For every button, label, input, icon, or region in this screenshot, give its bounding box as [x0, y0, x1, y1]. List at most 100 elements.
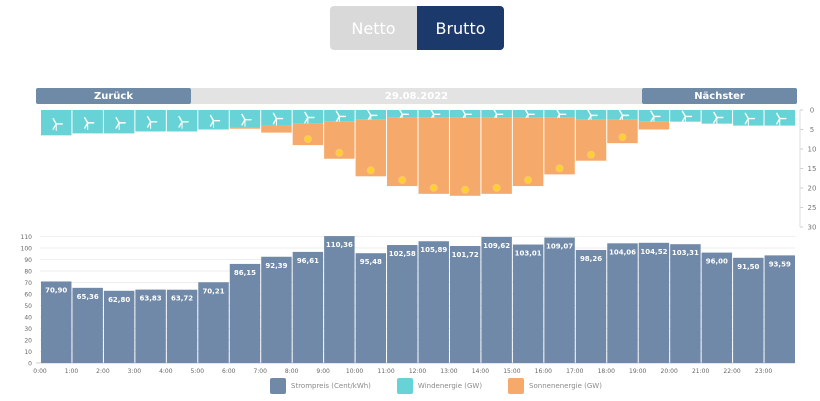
price-y-tick-label: 30 [24, 326, 32, 333]
price-y-tick-label: 50 [24, 303, 32, 310]
x-tick-label: 6:00 [222, 368, 236, 375]
price-value-label: 70,21 [202, 287, 224, 295]
sun-bar [481, 117, 512, 194]
energy-y-tick-label: 25 [808, 204, 817, 212]
price-value-label: 109,62 [483, 242, 510, 250]
price-value-label: 70,90 [45, 286, 67, 294]
turbine-blade [713, 116, 718, 124]
x-tick-label: 3:00 [128, 368, 142, 375]
x-tick-label: 10:00 [346, 368, 363, 375]
sun-bar [387, 117, 418, 187]
price-y-tick-label: 70 [24, 280, 32, 287]
price-value-label: 105,89 [420, 246, 447, 254]
price-bar [292, 251, 324, 363]
x-tick-label: 14:00 [472, 368, 489, 375]
price-value-label: 101,72 [452, 251, 479, 259]
turbine-blade [209, 114, 215, 122]
legend-label-price: Strompreis (Cent/kWh) [291, 382, 371, 390]
sun-bar [638, 121, 670, 130]
brutto-button[interactable]: Brutto [417, 6, 504, 50]
price-y-tick-label: 90 [24, 257, 32, 264]
turbine-blade [650, 110, 655, 118]
turbine-blade [304, 111, 309, 119]
price-bar [638, 242, 670, 363]
price-value-label: 104,52 [640, 248, 667, 256]
turbine-blade [618, 114, 624, 122]
turbine-blade [650, 115, 655, 123]
turbine-blade [776, 112, 781, 120]
price-y-tick-label: 80 [24, 269, 32, 276]
price-bar [607, 243, 638, 363]
price-bar [229, 263, 261, 363]
turbine-blade [241, 118, 246, 126]
wind-turbine-icon [744, 112, 756, 126]
price-value-label: 104,06 [609, 248, 636, 256]
wind-turbine-icon [115, 116, 126, 130]
turbine-blade [304, 116, 309, 124]
turbine-blade [492, 108, 498, 115]
turbine-blade [146, 121, 152, 128]
turbine-blade [461, 108, 466, 115]
price-bar [733, 257, 764, 363]
x-tick-label: 15:00 [503, 368, 520, 375]
turbine-blade [367, 114, 372, 122]
next-day-button[interactable]: Nächster [642, 88, 797, 104]
turbine-blade [335, 110, 341, 118]
turbine-blade [83, 116, 89, 124]
price-value-label: 65,36 [77, 293, 99, 301]
wind-turbine-icon [713, 111, 724, 125]
energy-y-tick-label: 0 [810, 107, 814, 115]
x-tick-label: 17:00 [566, 368, 583, 375]
turbine-blade [146, 115, 152, 123]
price-bar [481, 236, 512, 363]
wind-turbine-icon [367, 109, 378, 123]
turbine-blade [272, 112, 278, 120]
sun-icon [431, 185, 437, 191]
sun-bar [512, 117, 544, 187]
turbine-blade [587, 109, 592, 117]
legend-swatch-sun [508, 378, 525, 394]
price-bar [355, 253, 387, 363]
price-chart: 0 10 20 30 40 50 60 70 80 90 100 110 70,90 0:00 65,36 1… [21, 234, 795, 375]
x-tick-label: 7:00 [253, 368, 267, 375]
price-value-label: 110,36 [326, 241, 353, 249]
price-y-tick-label: 0 [28, 361, 32, 368]
sun-icon [620, 134, 625, 140]
legend-label-sun: Sonnenenergie (GW) [529, 382, 602, 390]
energy-y-tick-label: 10 [808, 146, 817, 154]
turbine-blade [744, 112, 750, 120]
price-y-tick-label: 110 [21, 234, 33, 241]
turbine-blade [681, 110, 687, 118]
turbine-blade [555, 108, 561, 115]
price-value-label: 103,01 [515, 250, 542, 258]
price-bar [449, 246, 481, 363]
energy-y-tick-label: 30 [808, 224, 817, 232]
x-tick-label: 16:00 [535, 368, 552, 375]
price-bar [198, 282, 229, 363]
turbine-blade [52, 118, 57, 125]
wind-turbine-icon [776, 112, 787, 126]
netto-button[interactable]: Netto [330, 6, 417, 50]
wind-turbine-icon [241, 113, 252, 127]
x-tick-label: 8:00 [285, 368, 299, 375]
sun-icon [525, 177, 531, 183]
date-navigation-bar: Zurück 29.08.2022 Nächster [36, 88, 797, 104]
previous-day-button[interactable]: Zurück [36, 88, 191, 104]
price-y-tick-label: 20 [24, 338, 32, 345]
price-value-label: 93,59 [769, 260, 791, 268]
price-value-label: 98,26 [580, 255, 602, 263]
x-tick-label: 22:00 [723, 368, 740, 375]
sun-bar [261, 125, 292, 133]
turbine-blade [272, 117, 278, 125]
x-tick-label: 21:00 [692, 368, 709, 375]
price-value-label: 95,48 [360, 258, 382, 266]
turbine-blade [83, 122, 89, 129]
price-value-label: 63,72 [171, 295, 193, 303]
turbine-blade [587, 114, 592, 122]
price-y-tick-label: 10 [24, 349, 32, 356]
turbine-blade [618, 109, 624, 117]
price-value-label: 102,58 [389, 250, 416, 258]
legend-item-sun: Sonnenenergie (GW) [508, 378, 602, 394]
energy-chart: 0 5 10 15 20 25 30 [41, 107, 816, 232]
legend-item-wind: Windenergie (GW) [396, 378, 482, 394]
